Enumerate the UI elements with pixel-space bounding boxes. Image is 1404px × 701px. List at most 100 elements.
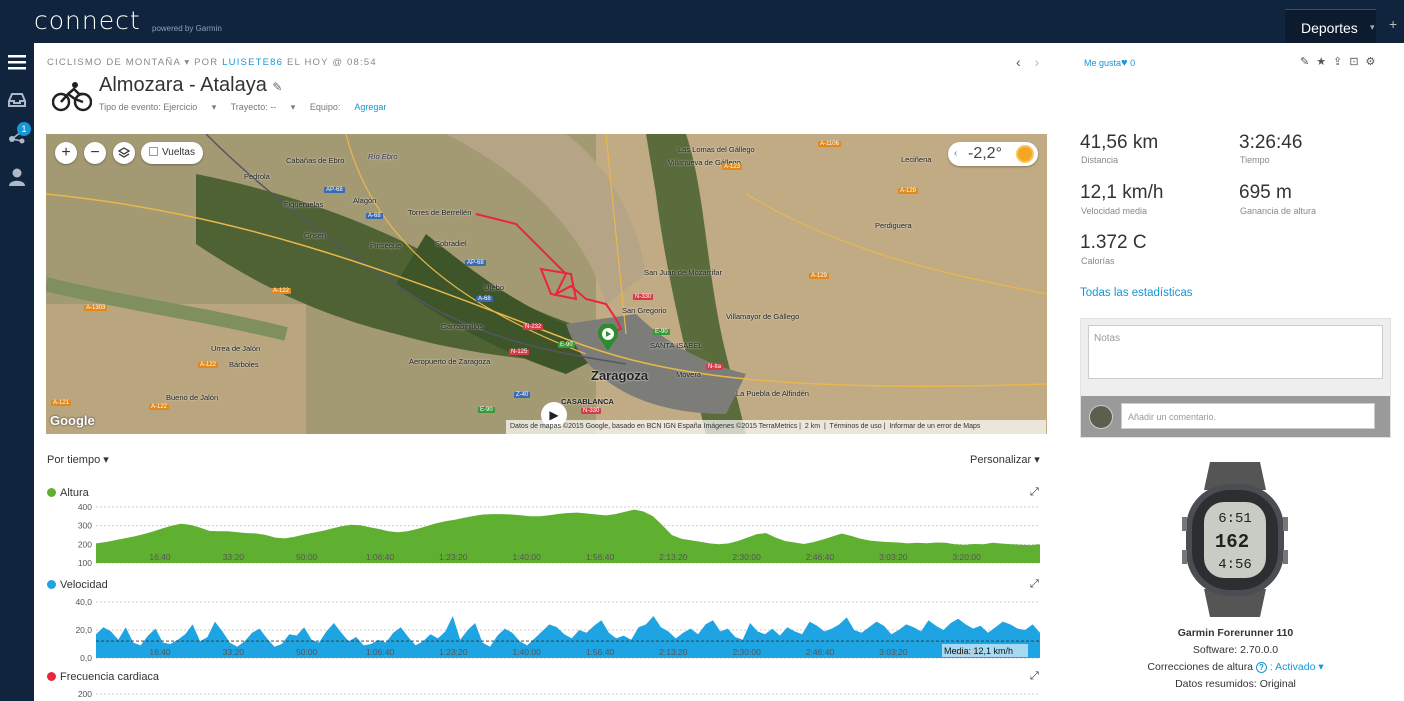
x-tick-label: 33:20 xyxy=(223,647,245,657)
chevron-down-icon[interactable]: ▾ xyxy=(1370,22,1375,32)
laps-checkbox[interactable] xyxy=(149,147,158,156)
expand-icon[interactable]: ⤢ xyxy=(1030,578,1039,590)
mean-label-bg xyxy=(942,644,1028,657)
series-dot xyxy=(47,580,56,589)
start-marker-icon[interactable] xyxy=(597,324,619,352)
watch-display-top: 6:51 xyxy=(1218,511,1252,527)
map-label: Figueruelas xyxy=(284,200,324,209)
route-map[interactable]: Cabañas de Ebro Pedrola Alagón Figueruel… xyxy=(46,134,1047,434)
map-label: Alagón xyxy=(353,196,377,205)
road-label: AP-68 xyxy=(324,187,345,193)
series-dot xyxy=(47,488,56,497)
stat-avg-speed-value: 12,1 km/h xyxy=(1080,182,1164,203)
watch-image: 6:51 162 4:56 xyxy=(1182,462,1288,617)
x-tick-label: 1:40:00 xyxy=(512,647,541,657)
device-name: Garmin Forerunner 110 xyxy=(1177,627,1294,639)
notes-field[interactable]: Notas xyxy=(1088,325,1383,379)
speed-chart[interactable]: 40,0 20,0 0,0 16:40 33:20 50:00 1:06:40 1:23:20… xyxy=(46,596,1046,662)
map-label: SANTA ISABEL xyxy=(650,341,703,350)
course-dropdown[interactable]: Trayecto: -- ▾ xyxy=(230,102,296,112)
help-icon[interactable]: ? xyxy=(1255,662,1267,673)
edit-pencil-icon[interactable]: ✎ xyxy=(272,80,283,94)
add-icon[interactable]: + xyxy=(1389,16,1398,32)
stat-avg-speed-label: Velocidad media xyxy=(1081,206,1148,216)
map-label: Sobradiel xyxy=(435,239,467,248)
y-tick-label: 20,0 xyxy=(75,625,92,635)
road-label: N-232 xyxy=(523,324,544,330)
edit-icon[interactable]: ✎ xyxy=(1300,56,1317,68)
x-tick-label: 3:03:20 xyxy=(879,552,908,562)
device-software: Software: 2.70.0.0 xyxy=(1192,644,1279,656)
map-label: Bárboles xyxy=(229,360,259,369)
user-link[interactable]: LUISETE86 xyxy=(222,57,284,68)
x-tick-label: 3:20:00 xyxy=(952,552,981,562)
user-icon[interactable] xyxy=(7,167,27,187)
map-label: Leciñena xyxy=(901,155,932,164)
all-stats-link[interactable]: Todas las estadísticas xyxy=(1080,287,1193,299)
customize-label: Personalizar xyxy=(970,454,1032,466)
x-tick-label: 2:46:40 xyxy=(806,647,835,657)
road-label: A-121 xyxy=(51,400,72,406)
chevron-left-icon[interactable]: ‹ xyxy=(954,148,958,159)
report-error-link[interactable]: Informar de un error de Maps xyxy=(889,423,981,430)
expand-icon[interactable]: ⤢ xyxy=(1030,670,1039,682)
chevron-down-icon[interactable]: ▾ xyxy=(184,57,195,68)
attribution-text: Datos de mapas ©2015 Google, basado en B… xyxy=(510,423,798,430)
layers-button[interactable] xyxy=(113,142,135,164)
terms-link[interactable]: Términos de uso xyxy=(829,423,882,430)
map-imagery xyxy=(46,134,1047,434)
activity-title[interactable]: Almozara - Atalaya ✎ xyxy=(99,74,282,97)
star-icon[interactable]: ★ xyxy=(1316,56,1334,68)
activity-tools: ✎★⇪⊡⚙ xyxy=(1300,55,1382,68)
laps-toggle[interactable]: Vueltas xyxy=(141,142,203,164)
road-label: A-68 xyxy=(366,213,383,219)
like-button[interactable]: Me gusta♥ 0 xyxy=(1084,57,1135,69)
x-tick-label: 16:40 xyxy=(149,647,171,657)
gear-icon[interactable]: ⚙ xyxy=(1365,56,1383,68)
activity-meta: Tipo de evento: Ejercicio ▾ Trayecto: --… xyxy=(99,102,398,113)
map-label: La Puebla de Alfindén xyxy=(736,389,809,398)
add-gear-link[interactable]: Agregar xyxy=(354,102,387,112)
connect-logo[interactable]: connect xyxy=(34,6,141,35)
road-label: A-122 xyxy=(271,288,292,294)
elevation-chart[interactable]: 400 300 200 100 16:40 33:20 50:00 1:06:40 1:23:2… xyxy=(46,501,1046,567)
notification-badge[interactable]: 1 xyxy=(17,122,31,136)
road-label: N-IIa xyxy=(706,364,724,370)
x-axis-mode-dropdown[interactable]: Por tiempo ▾ xyxy=(47,454,109,466)
comment-input[interactable]: Añadir un comentario. xyxy=(1121,403,1375,429)
next-activity-icon[interactable]: › xyxy=(1034,54,1040,70)
y-tick-label: 300 xyxy=(78,521,92,531)
menu-icon[interactable] xyxy=(7,52,27,72)
map-label: CASABLANCA xyxy=(561,397,614,406)
zoom-out-button[interactable]: − xyxy=(84,142,106,164)
heart-rate-chart[interactable]: 200 xyxy=(46,687,1046,701)
road-label: N-125 xyxy=(509,349,530,355)
stat-calories-label: Calorías xyxy=(1081,256,1115,266)
road-label: Z-40 xyxy=(514,392,531,398)
zoom-in-button[interactable]: + xyxy=(55,142,77,164)
activity-type-link[interactable]: CICLISMO DE MONTAÑA xyxy=(47,57,181,68)
inbox-icon[interactable] xyxy=(7,90,27,110)
sun-icon xyxy=(1018,147,1032,161)
series-dot xyxy=(47,672,56,681)
share-icon[interactable]: ⇪ xyxy=(1333,56,1350,68)
weather-widget[interactable]: ‹ -2,2° xyxy=(948,142,1038,166)
x-tick-label: 50:00 xyxy=(296,647,318,657)
lock-icon[interactable]: ⊡ xyxy=(1349,56,1366,68)
road-label: A-122 xyxy=(149,404,170,410)
corrections-dropdown[interactable]: : Activado ▾ xyxy=(1269,661,1324,673)
stat-elev-gain-value: 695 m xyxy=(1239,182,1292,203)
customize-dropdown[interactable]: Personalizar ▾ xyxy=(970,454,1040,466)
expand-icon[interactable]: ⤢ xyxy=(1030,486,1039,498)
x-tick-label: 1:23:20 xyxy=(439,552,468,562)
x-tick-label: 33:20 xyxy=(223,552,245,562)
prev-activity-icon[interactable]: ‹ xyxy=(1016,54,1021,70)
map-label: Torres de Berrellén xyxy=(408,208,472,217)
heart-rate-title-text: Frecuencia cardiaca xyxy=(60,671,160,683)
x-tick-label: 2:13:20 xyxy=(659,647,688,657)
map-label-river: Río Ebro xyxy=(368,152,398,161)
breadcrumb-by: POR xyxy=(194,57,219,68)
temperature: -2,2° xyxy=(968,145,1002,162)
sports-menu-button[interactable]: Deportes xyxy=(1285,9,1376,43)
event-type-dropdown[interactable]: Tipo de evento: Ejercicio ▾ xyxy=(99,102,217,112)
